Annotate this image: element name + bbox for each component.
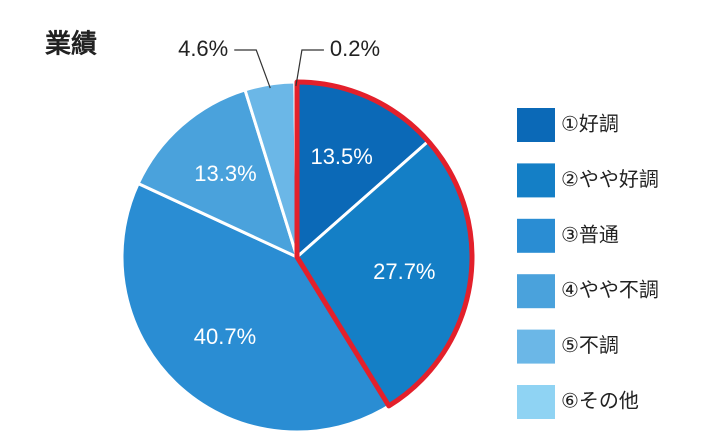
pie-slice xyxy=(120,181,391,434)
leader-line xyxy=(234,49,271,89)
legend-label: ⑥その他 xyxy=(561,389,639,413)
legend-swatch xyxy=(517,163,555,198)
legend-label: ②やや好調 xyxy=(561,167,659,191)
legend-label: ④やや不調 xyxy=(561,278,659,302)
legend-swatch xyxy=(517,385,555,419)
legend-swatch xyxy=(517,218,555,253)
legend-label: ⑤不調 xyxy=(561,333,619,357)
data-label: 4.6% xyxy=(178,36,228,61)
data-label: 13.3% xyxy=(194,161,256,186)
legend-label: ①好調 xyxy=(561,112,619,136)
legend-swatch xyxy=(517,329,555,364)
data-label: 40.7% xyxy=(194,324,256,349)
legend-label: ③普通 xyxy=(561,222,619,246)
data-label: 0.2% xyxy=(330,36,380,61)
data-label: 27.7% xyxy=(373,259,435,284)
legend-swatch xyxy=(517,108,555,142)
leader-line xyxy=(295,49,324,87)
legend-swatch xyxy=(517,274,555,309)
data-label: 13.5% xyxy=(310,144,372,169)
highlight-outline xyxy=(294,79,475,409)
chart-title: 業績 xyxy=(45,30,97,60)
